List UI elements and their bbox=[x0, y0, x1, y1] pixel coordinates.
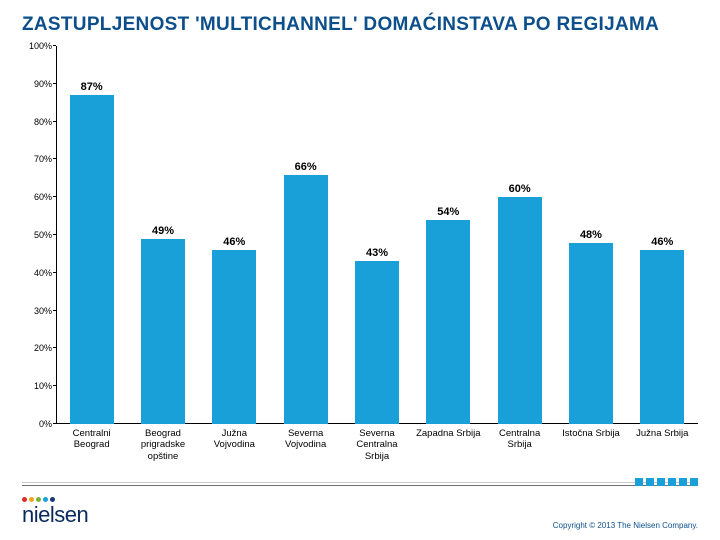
category-label: Južna Srbija bbox=[627, 424, 698, 466]
bar-value-label: 46% bbox=[223, 236, 245, 248]
decor-square bbox=[690, 478, 698, 486]
slide-footer: nielsen Copyright © 2013 The Nielsen Com… bbox=[0, 482, 720, 540]
bar-slot: 54% bbox=[413, 46, 484, 424]
decor-square bbox=[646, 478, 654, 486]
y-axis-tick-label: 80% bbox=[22, 117, 52, 127]
bar-slot: 46% bbox=[199, 46, 270, 424]
category-label: Centralni Beograd bbox=[56, 424, 127, 466]
bar-value-label: 49% bbox=[152, 225, 174, 237]
y-axis-tick bbox=[53, 196, 56, 197]
slide-root: ZASTUPLJENOST 'MULTICHANNEL' DOMAĆINSTAV… bbox=[0, 0, 720, 540]
bar-slot: 48% bbox=[555, 46, 626, 424]
bar-chart: 87% 49% 46% 66% 43% 54% 60% 48% 46% 0% 10% 20% 30% 4… bbox=[22, 46, 698, 466]
bar-value-label: 60% bbox=[509, 183, 531, 195]
category-label: Zapadna Srbija bbox=[413, 424, 484, 466]
bar-value-label: 46% bbox=[651, 236, 673, 248]
bar-slot: 87% bbox=[56, 46, 127, 424]
y-axis-tick bbox=[53, 121, 56, 122]
bars-container: 87% 49% 46% 66% 43% 54% 60% 48% 46% bbox=[56, 46, 698, 424]
bar-value-label: 54% bbox=[437, 206, 459, 218]
category-label: Južna Vojvodina bbox=[199, 424, 270, 466]
y-axis-tick-label: 30% bbox=[22, 306, 52, 316]
category-labels: Centralni BeogradBeograd prigradske opšt… bbox=[56, 424, 698, 466]
bar bbox=[141, 239, 185, 424]
footer-divider-dark bbox=[22, 485, 698, 486]
bar bbox=[569, 243, 613, 424]
bar bbox=[640, 250, 684, 424]
bar-value-label: 66% bbox=[295, 161, 317, 173]
decor-square bbox=[635, 478, 643, 486]
bar bbox=[355, 261, 399, 424]
bar bbox=[284, 175, 328, 424]
y-axis-tick bbox=[53, 272, 56, 273]
bar-slot: 49% bbox=[127, 46, 198, 424]
category-label: Istočna Srbija bbox=[555, 424, 626, 466]
y-axis-tick-label: 0% bbox=[22, 419, 52, 429]
y-axis-tick-label: 20% bbox=[22, 343, 52, 353]
y-axis-tick bbox=[53, 385, 56, 386]
bar-value-label: 87% bbox=[81, 81, 103, 93]
y-axis-tick bbox=[53, 45, 56, 46]
bar-slot: 60% bbox=[484, 46, 555, 424]
y-axis-tick-label: 90% bbox=[22, 79, 52, 89]
decor-square bbox=[668, 478, 676, 486]
y-axis-tick-label: 50% bbox=[22, 230, 52, 240]
category-label: Beograd prigradske opštine bbox=[127, 424, 198, 466]
bar bbox=[498, 197, 542, 424]
y-axis-tick bbox=[53, 310, 56, 311]
y-axis-tick bbox=[53, 158, 56, 159]
category-label: Centralna Srbija bbox=[484, 424, 555, 466]
bar-value-label: 43% bbox=[366, 247, 388, 259]
bar bbox=[70, 95, 114, 424]
y-axis-tick bbox=[53, 234, 56, 235]
y-axis-tick bbox=[53, 83, 56, 84]
bar-slot: 46% bbox=[627, 46, 698, 424]
copyright-text: Copyright © 2013 The Nielsen Company. bbox=[553, 521, 698, 530]
bar-slot: 43% bbox=[341, 46, 412, 424]
y-axis-tick bbox=[53, 347, 56, 348]
logo-text: nielsen bbox=[22, 502, 88, 528]
y-axis-tick-label: 40% bbox=[22, 268, 52, 278]
bar bbox=[212, 250, 256, 424]
footer-divider-light bbox=[22, 482, 698, 483]
decor-squares bbox=[635, 478, 698, 486]
bar bbox=[426, 220, 470, 424]
y-axis-tick-label: 100% bbox=[22, 41, 52, 51]
y-axis-tick-label: 60% bbox=[22, 192, 52, 202]
y-axis-tick-label: 10% bbox=[22, 381, 52, 391]
y-axis-tick-label: 70% bbox=[22, 154, 52, 164]
decor-square bbox=[679, 478, 687, 486]
category-label: Severna Centralna Srbija bbox=[341, 424, 412, 466]
plot-area: 87%49%46%66%43%54%60%48%46% 0%10%20%30%4… bbox=[56, 46, 698, 424]
brand-logo: nielsen bbox=[22, 497, 88, 528]
bar-value-label: 48% bbox=[580, 229, 602, 241]
bar-slot: 66% bbox=[270, 46, 341, 424]
page-title: ZASTUPLJENOST 'MULTICHANNEL' DOMAĆINSTAV… bbox=[22, 14, 698, 36]
decor-square bbox=[657, 478, 665, 486]
category-label: Severna Vojvodina bbox=[270, 424, 341, 466]
